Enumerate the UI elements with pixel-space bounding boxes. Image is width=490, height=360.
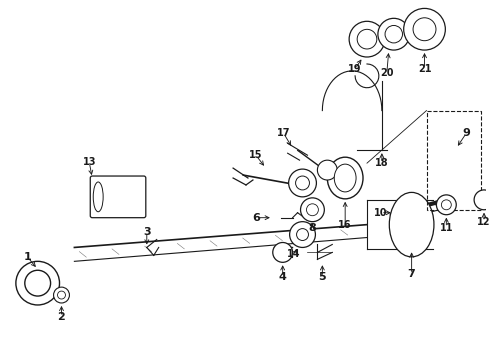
Circle shape	[441, 200, 451, 210]
Text: 2: 2	[58, 312, 65, 322]
Text: 14: 14	[287, 249, 300, 260]
Text: 9: 9	[462, 129, 470, 138]
Text: 10: 10	[374, 208, 388, 218]
Circle shape	[385, 26, 402, 43]
Circle shape	[57, 291, 66, 299]
FancyBboxPatch shape	[90, 176, 146, 218]
Text: 7: 7	[408, 269, 416, 279]
Text: 5: 5	[318, 272, 326, 282]
Circle shape	[300, 198, 324, 222]
Text: 15: 15	[249, 150, 263, 160]
Text: 18: 18	[375, 158, 389, 168]
Text: 16: 16	[339, 220, 352, 230]
Text: 21: 21	[418, 64, 431, 74]
Text: 6: 6	[252, 213, 260, 223]
Circle shape	[318, 160, 337, 180]
Text: 17: 17	[277, 129, 291, 138]
Circle shape	[273, 243, 293, 262]
Bar	[426, 111, 481, 210]
Circle shape	[53, 287, 70, 303]
Circle shape	[25, 270, 50, 296]
Text: 13: 13	[82, 157, 96, 167]
Text: 3: 3	[143, 226, 150, 237]
Circle shape	[437, 195, 456, 215]
Ellipse shape	[334, 164, 356, 192]
Text: 12: 12	[477, 217, 490, 227]
Ellipse shape	[327, 157, 363, 199]
Ellipse shape	[390, 192, 434, 257]
Text: 19: 19	[348, 64, 362, 74]
Text: 11: 11	[440, 222, 453, 233]
Text: 20: 20	[380, 68, 393, 78]
Circle shape	[296, 229, 309, 240]
Circle shape	[474, 190, 490, 210]
Circle shape	[349, 21, 385, 57]
Text: 8: 8	[309, 222, 317, 233]
Circle shape	[295, 176, 310, 190]
Circle shape	[413, 18, 436, 41]
Circle shape	[378, 18, 410, 50]
Circle shape	[289, 169, 317, 197]
Text: 1: 1	[24, 252, 32, 262]
Circle shape	[16, 261, 59, 305]
Circle shape	[290, 222, 316, 247]
Circle shape	[357, 29, 377, 49]
Ellipse shape	[93, 182, 103, 212]
Circle shape	[306, 204, 318, 216]
Circle shape	[404, 8, 445, 50]
Text: 4: 4	[279, 272, 287, 282]
